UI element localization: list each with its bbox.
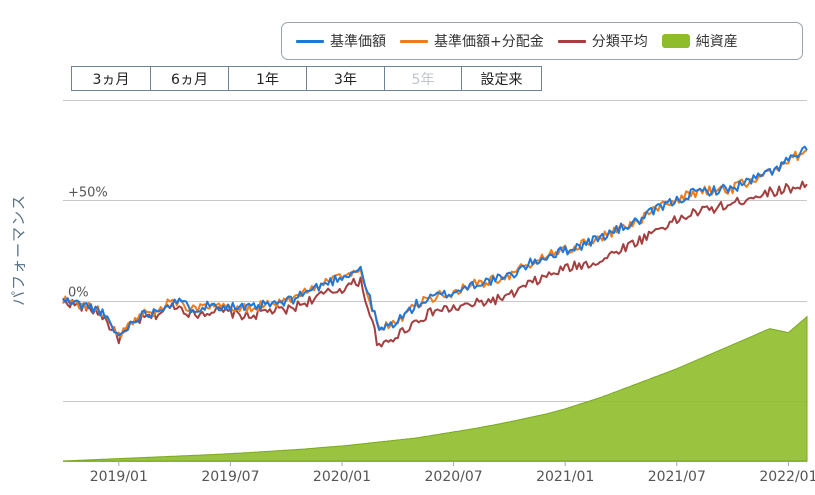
- x-tick-label: 2021/07: [648, 469, 706, 485]
- legend-item-net-assets[interactable]: 純資産: [661, 31, 738, 51]
- range-button-6m[interactable]: 6ヵ月: [151, 67, 229, 90]
- line-series-0: [62, 145, 808, 337]
- legend-swatch-net-assets: [661, 34, 690, 48]
- y-axis-label: パフォーマンス: [9, 194, 28, 306]
- y-tick-label: +50%: [68, 185, 108, 200]
- legend-label-nav-dividend: 基準価額+分配金: [434, 34, 544, 50]
- legend-item-nav-dividend[interactable]: 基準価額+分配金: [400, 31, 544, 51]
- line-series-2: [62, 180, 808, 348]
- range-button-1y[interactable]: 1年: [229, 67, 307, 90]
- line-series-1: [62, 149, 808, 339]
- chart-legend: 基準価額 基準価額+分配金 分類平均 純資産: [281, 22, 803, 60]
- x-tick-label: 2020/07: [425, 469, 483, 485]
- y-tick-labels: +50% 0%: [68, 185, 108, 300]
- range-selector: 3ヵ月 6ヵ月 1年 3年 5年 設定来: [71, 66, 542, 91]
- net-assets-area: [62, 315, 808, 462]
- y-tick-label: 0%: [68, 286, 89, 301]
- legend-label-net-assets: 純資産: [695, 34, 738, 50]
- legend-item-category-average[interactable]: 分類平均: [557, 31, 648, 51]
- x-tick-label: 2020/01: [313, 469, 371, 485]
- range-button-3y[interactable]: 3年: [307, 67, 385, 90]
- range-button-since-inception[interactable]: 設定来: [462, 67, 541, 90]
- x-tick-labels: 2019/01 2019/07 2020/01 2020/07 2021/01 2021/…: [90, 461, 815, 485]
- legend-label-category-average: 分類平均: [591, 34, 648, 50]
- series-lines: [62, 145, 808, 348]
- legend-label-nav: 基準価額: [330, 34, 386, 50]
- x-tick-label: 2022/01: [759, 469, 815, 485]
- legend-swatch-category-average: [557, 39, 586, 43]
- legend-item-nav[interactable]: 基準価額: [296, 31, 386, 51]
- x-tick-label: 2019/07: [201, 469, 259, 485]
- range-button-3m[interactable]: 3ヵ月: [72, 67, 151, 90]
- legend-swatch-nav: [296, 39, 324, 43]
- legend-swatch-nav-dividend: [400, 39, 428, 43]
- area-series-net-assets: [62, 315, 808, 462]
- range-button-5y: 5年: [385, 67, 462, 90]
- x-tick-label: 2021/01: [536, 469, 594, 485]
- x-tick-label: 2019/01: [90, 469, 148, 485]
